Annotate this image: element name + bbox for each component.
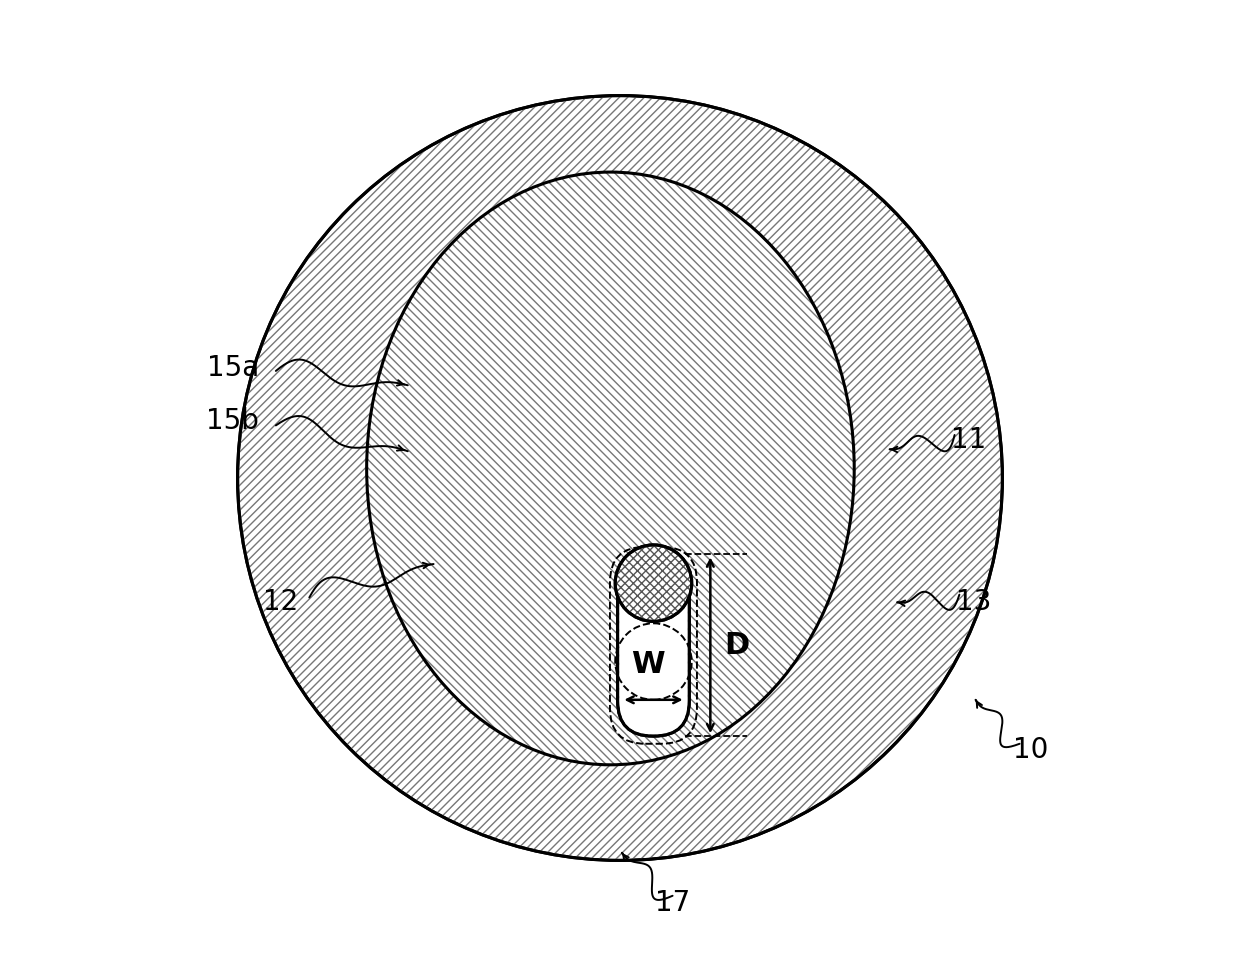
Text: 12: 12 — [263, 588, 299, 617]
Circle shape — [615, 545, 692, 621]
Text: 13: 13 — [956, 588, 992, 617]
Text: D: D — [724, 631, 750, 660]
Ellipse shape — [367, 172, 854, 765]
Text: 10: 10 — [1013, 736, 1049, 765]
FancyBboxPatch shape — [618, 554, 689, 736]
FancyBboxPatch shape — [620, 556, 687, 734]
Circle shape — [238, 96, 1002, 860]
Text: 11: 11 — [951, 425, 987, 454]
Text: W: W — [631, 650, 665, 679]
Text: 15b: 15b — [206, 406, 259, 435]
Text: 17: 17 — [655, 889, 691, 918]
Text: 15a: 15a — [207, 354, 259, 382]
